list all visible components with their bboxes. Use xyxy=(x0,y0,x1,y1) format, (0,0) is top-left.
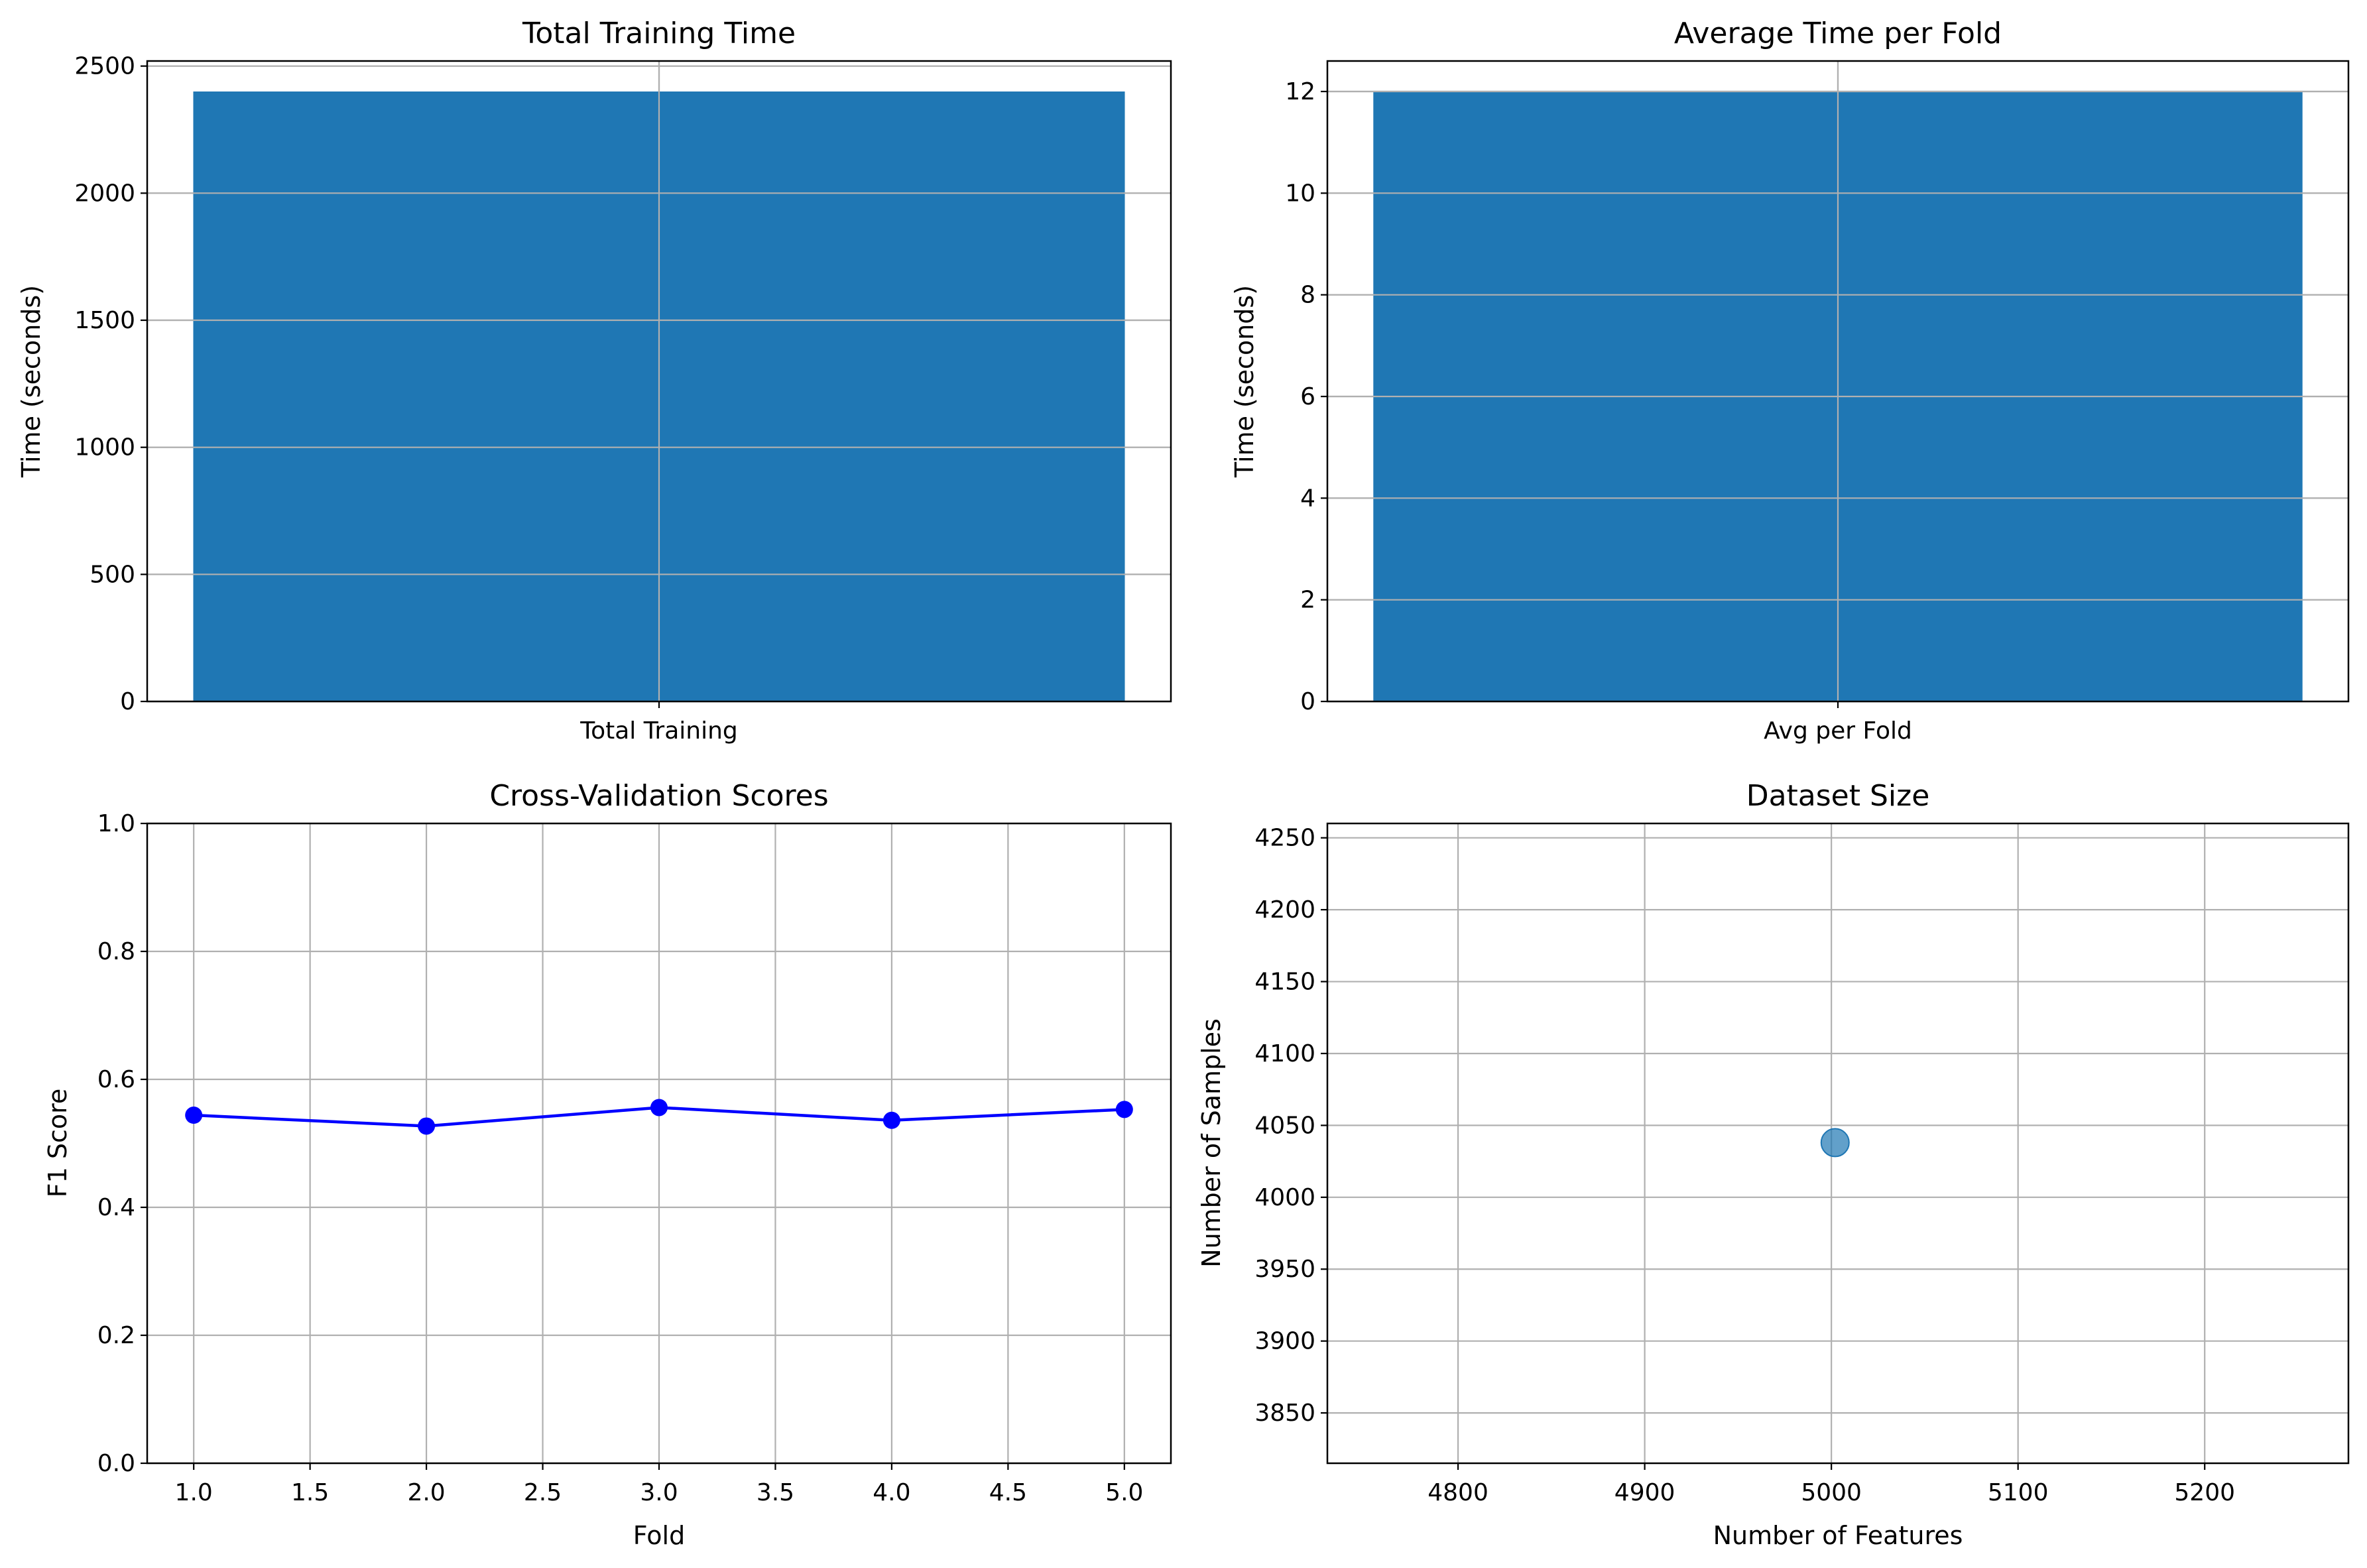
x-gridlines xyxy=(193,823,1125,1463)
y-tick-label: 0.6 xyxy=(97,1066,135,1093)
panel-total-training-time: Total Training Time 0 500 1000 1500 2000 2500… xyxy=(17,17,1172,745)
y-ticks: 0 2 4 6 8 10 12 xyxy=(1285,78,1327,715)
x-tick-label: 1.5 xyxy=(291,1479,329,1506)
x-tick-label: 4800 xyxy=(1427,1479,1488,1506)
x-tick-label: 5200 xyxy=(2174,1479,2235,1506)
y-tick-label: 2500 xyxy=(74,53,135,80)
series-markers xyxy=(185,1099,1133,1135)
x-tick-label: 5.0 xyxy=(1105,1479,1143,1506)
chart-title: Dataset Size xyxy=(1746,779,1930,813)
y-tick-label: 10 xyxy=(1285,180,1315,207)
data-point xyxy=(1115,1101,1133,1118)
y-axis-label: Time (seconds) xyxy=(17,285,46,478)
panel-dataset-size: Dataset Size 3850 3900 3950 4000 4050 4100 415… xyxy=(1197,779,2350,1550)
data-point xyxy=(185,1107,203,1124)
x-axis-label: Fold xyxy=(633,1521,685,1550)
y-tick-label: 3950 xyxy=(1254,1256,1315,1283)
y-tick-label: 3850 xyxy=(1254,1400,1315,1427)
x-tick-label: 4900 xyxy=(1614,1479,1675,1506)
data-point xyxy=(1820,1128,1850,1158)
plot-frame xyxy=(1326,822,2350,1465)
data-point xyxy=(418,1117,436,1135)
y-tick-label: 0.8 xyxy=(97,938,135,965)
y-axis-label: F1 Score xyxy=(43,1089,72,1198)
x-ticks: Total Training xyxy=(579,701,738,745)
x-tick-label: 5100 xyxy=(1988,1479,2049,1506)
y-ticks: 3850 3900 3950 4000 4050 4100 4150 4200 4250 xyxy=(1254,825,1327,1427)
x-ticks: 4800 4900 5000 5100 5200 xyxy=(1427,1463,2235,1506)
chart-title: Average Time per Fold xyxy=(1674,17,2002,50)
y-tick-label: 0 xyxy=(120,688,135,715)
y-tick-label: 4000 xyxy=(1254,1184,1315,1211)
y-tick-label: 6 xyxy=(1300,383,1315,410)
y-tick-label: 1000 xyxy=(74,434,135,461)
y-tick-label: 500 xyxy=(90,561,135,588)
panel-cross-validation-scores: Cross-Validation Scores 0.0 0.2 0.4 0.6 0.8 1… xyxy=(43,779,1172,1550)
x-tick-label: 3.0 xyxy=(640,1479,678,1506)
y-gridlines xyxy=(1327,837,2348,1414)
y-tick-label: 0 xyxy=(1300,688,1315,715)
y-tick-label: 4200 xyxy=(1254,896,1315,924)
x-ticks: 1.0 1.5 2.0 2.5 3.0 3.5 4.0 4.5 5.0 xyxy=(175,1463,1143,1506)
x-tick-label: 4.0 xyxy=(873,1479,910,1506)
y-tick-label: 12 xyxy=(1285,78,1315,105)
y-axis-label: Time (seconds) xyxy=(1230,285,1259,478)
y-tick-label: 0.0 xyxy=(97,1450,135,1477)
y-tick-label: 4150 xyxy=(1254,969,1315,996)
x-tick-label: 4.5 xyxy=(989,1479,1027,1506)
data-point xyxy=(650,1099,668,1116)
y-axis-label: Number of Samples xyxy=(1197,1018,1226,1268)
y-tick-label: 4250 xyxy=(1254,825,1315,852)
y-tick-label: 4 xyxy=(1300,485,1315,512)
y-tick-label: 4100 xyxy=(1254,1040,1315,1067)
y-tick-label: 3900 xyxy=(1254,1328,1315,1355)
y-ticks: 0.0 0.2 0.4 0.6 0.8 1.0 xyxy=(97,810,147,1477)
chart-title: Cross-Validation Scores xyxy=(489,779,828,813)
y-tick-label: 8 xyxy=(1300,282,1315,309)
y-tick-label: 0.2 xyxy=(97,1322,135,1349)
y-tick-label: 1.0 xyxy=(97,810,135,837)
x-tick-label: Total Training xyxy=(579,717,738,745)
x-tick-label: 1.0 xyxy=(175,1479,213,1506)
x-tick-label: 2.0 xyxy=(407,1479,445,1506)
x-tick-label: 3.5 xyxy=(757,1479,794,1506)
data-point xyxy=(882,1111,900,1129)
panel-average-time-per-fold: Average Time per Fold 0 2 4 6 8 10 12 Avg per … xyxy=(1230,17,2350,745)
y-tick-label: 2 xyxy=(1300,587,1315,614)
y-tick-label: 4050 xyxy=(1254,1112,1315,1139)
chart-title: Total Training Time xyxy=(522,17,796,50)
y-tick-label: 2000 xyxy=(74,180,135,207)
x-axis-label: Number of Features xyxy=(1713,1521,1963,1550)
x-tick-label: Avg per Fold xyxy=(1764,717,1912,745)
scatter-points xyxy=(1820,1128,1850,1158)
y-tick-label: 0.4 xyxy=(97,1194,135,1221)
x-ticks: Avg per Fold xyxy=(1764,701,1912,745)
y-ticks: 0 500 1000 1500 2000 2500 xyxy=(74,53,147,715)
x-tick-label: 2.5 xyxy=(524,1479,562,1506)
x-tick-label: 5000 xyxy=(1801,1479,1862,1506)
y-tick-label: 1500 xyxy=(74,307,135,334)
